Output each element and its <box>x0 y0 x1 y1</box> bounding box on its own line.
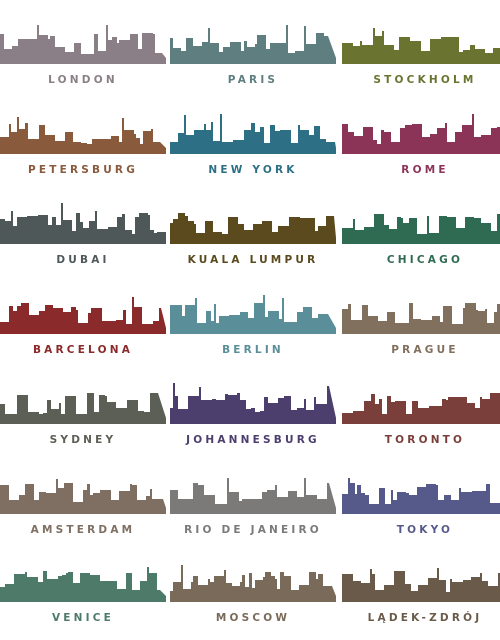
johannesburg-skyline <box>170 383 336 424</box>
skyline-silhouette <box>170 478 336 514</box>
city-cell: STOCKHOLM <box>342 14 500 102</box>
city-label: PRAGUE <box>391 344 459 356</box>
barcelona-skyline <box>0 297 166 334</box>
kuala-lumpur-skyline <box>170 213 336 244</box>
city-label: VENICE <box>51 612 115 624</box>
paris-skyline <box>170 25 336 64</box>
skyline-silhouette <box>170 295 336 334</box>
skyline-silhouette <box>342 114 500 154</box>
skyline-silhouette <box>0 25 166 64</box>
city-label: KUALA LUMPUR <box>187 254 319 266</box>
city-cell: PRAGUE <box>342 284 500 372</box>
skyline-silhouette <box>0 297 166 334</box>
city-label: TOKYO <box>396 524 454 536</box>
city-cell: CHICAGO <box>342 194 500 282</box>
city-label: ROME <box>401 164 449 176</box>
city-label: CHICAGO <box>386 254 464 266</box>
city-cell: KUALA LUMPUR <box>170 194 336 282</box>
skyline-silhouette <box>0 479 166 514</box>
skyline-silhouette <box>0 203 166 244</box>
chicago-skyline <box>342 214 500 244</box>
skyline-silhouette <box>342 303 500 334</box>
skyline-silhouette <box>342 214 500 244</box>
city-cell: LONDON <box>0 14 166 102</box>
city-cell: PARIS <box>170 14 336 102</box>
city-cell: LĄDEK-ZDRÓJ <box>342 552 500 640</box>
city-cell: TOKYO <box>342 464 500 552</box>
city-cell: JOHANNESBURG <box>170 374 336 462</box>
skyline-silhouette <box>342 568 500 602</box>
city-label: LĄDEK-ZDRÓJ <box>367 612 483 624</box>
petersburg-skyline <box>0 117 166 154</box>
skyline-grid: LONDON PARIS STOCKHOLM PETERSBURG NEW YORK RO… <box>0 14 500 624</box>
city-label: TORONTO <box>384 434 466 446</box>
london-skyline <box>0 25 166 64</box>
rome-skyline <box>342 114 500 154</box>
city-label: BERLIN <box>222 344 284 356</box>
city-label: JOHANNESBURG <box>186 434 320 446</box>
skyline-silhouette <box>170 114 336 154</box>
city-label: BARCELONA <box>32 344 134 356</box>
skyline-silhouette <box>170 565 336 602</box>
city-cell: BERLIN <box>170 284 336 372</box>
skyline-silhouette <box>170 213 336 244</box>
skyline-silhouette <box>170 25 336 64</box>
city-label: PETERSBURG <box>27 164 139 176</box>
skyline-silhouette <box>342 393 500 424</box>
city-label: MOSCOW <box>215 612 291 624</box>
skyline-silhouette <box>342 28 500 64</box>
sydney-skyline <box>0 393 166 424</box>
city-label: STOCKHOLM <box>373 74 477 86</box>
city-cell: MOSCOW <box>170 552 336 640</box>
city-cell: RIO DE JANEIRO <box>170 464 336 552</box>
venice-skyline <box>0 567 166 602</box>
ladek-zdroj-skyline <box>342 568 500 602</box>
toronto-skyline <box>342 393 500 424</box>
city-cell: SYDNEY <box>0 374 166 462</box>
city-label: AMSTERDAM <box>30 524 136 536</box>
tokyo-skyline <box>342 478 500 514</box>
city-label: NEW YORK <box>208 164 298 176</box>
city-cell: TORONTO <box>342 374 500 462</box>
moscow-skyline <box>170 565 336 602</box>
city-cell: PETERSBURG <box>0 104 166 192</box>
stockholm-skyline <box>342 28 500 64</box>
city-cell: VENICE <box>0 552 166 640</box>
skyline-silhouette <box>342 478 500 514</box>
skyline-silhouette <box>0 567 166 602</box>
skyline-silhouette <box>0 117 166 154</box>
prague-skyline <box>342 303 500 334</box>
city-cell: ROME <box>342 104 500 192</box>
city-label: LONDON <box>48 74 118 86</box>
city-label: PARIS <box>227 74 279 86</box>
city-cell: DUBAI <box>0 194 166 282</box>
rio-skyline <box>170 478 336 514</box>
city-cell: BARCELONA <box>0 284 166 372</box>
city-cell: NEW YORK <box>170 104 336 192</box>
dubai-skyline <box>0 203 166 244</box>
berlin-skyline <box>170 295 336 334</box>
city-cell: AMSTERDAM <box>0 464 166 552</box>
amsterdam-skyline <box>0 479 166 514</box>
city-label: RIO DE JANEIRO <box>184 524 322 536</box>
skyline-silhouette <box>170 383 336 424</box>
city-label: SYDNEY <box>49 434 117 446</box>
skyline-silhouette <box>0 393 166 424</box>
city-label: DUBAI <box>56 254 110 266</box>
newyork-skyline <box>170 114 336 154</box>
